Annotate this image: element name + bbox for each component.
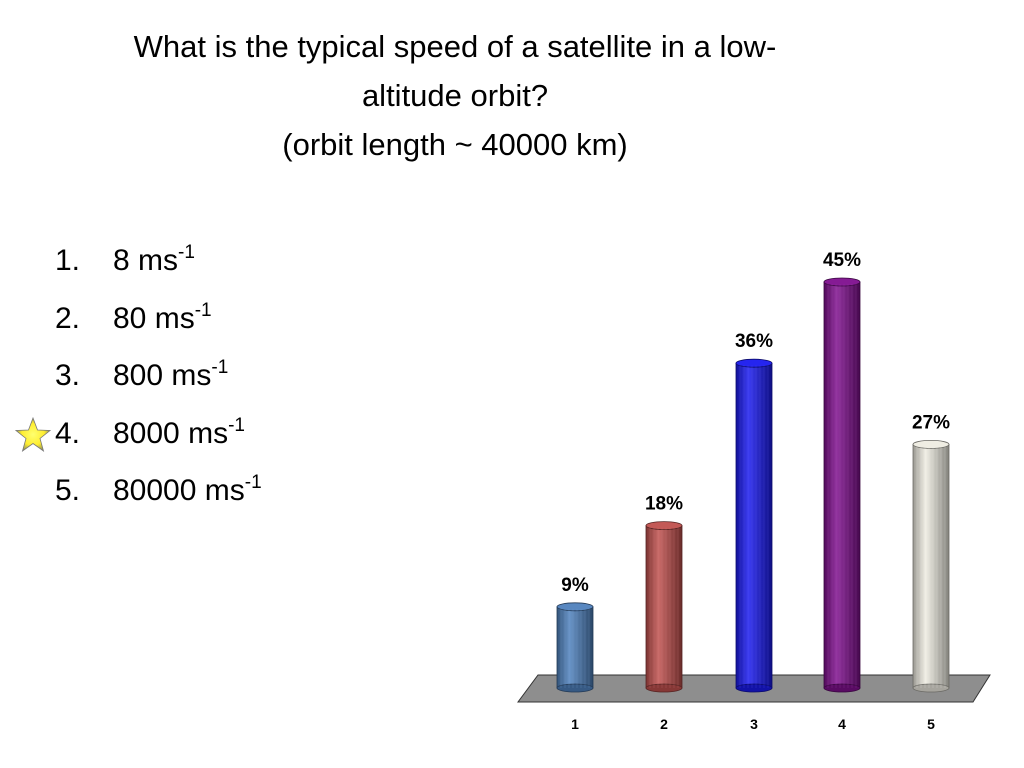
option-value: 80000 ms — [113, 474, 245, 507]
data-label-1: 9% — [561, 575, 589, 596]
answer-options-list: 1. 8 ms-1 2. 80 ms-1 3. 800 ms-1 4. 8000 ms-… — [15, 236, 262, 524]
slide-title: What is the typical speed of a satellite… — [40, 22, 870, 169]
option-number: 5. — [55, 474, 81, 507]
data-label-3: 36% — [735, 331, 773, 352]
answer-option-1: 1. 8 ms-1 — [55, 236, 262, 294]
chart-data-labels: 9% 18% 36% 45% 27% — [561, 250, 950, 596]
x-tick-label-4: 4 — [838, 716, 846, 732]
chart-x-tick-labels: 1 2 3 4 5 — [571, 716, 935, 732]
data-label-4: 45% — [823, 250, 861, 271]
option-number: 4. — [55, 416, 81, 450]
title-line-2: altitude orbit? — [361, 78, 549, 113]
x-tick-label-3: 3 — [750, 716, 758, 732]
answer-option-5: 5. 80000 ms-1 — [55, 466, 262, 524]
title-line-1: What is the typical speed of a satellite… — [133, 29, 777, 64]
x-tick-label-5: 5 — [927, 716, 935, 732]
x-tick-label-2: 2 — [660, 716, 668, 732]
option-number: 1. — [55, 244, 81, 277]
bar-4 — [823, 277, 861, 693]
option-value: 800 ms — [113, 359, 212, 392]
answer-option-3: 3. 800 ms-1 — [55, 351, 262, 409]
option-exponent: -1 — [228, 414, 245, 436]
option-number: 3. — [55, 359, 81, 392]
option-exponent: -1 — [244, 472, 262, 493]
option-exponent: -1 — [178, 242, 195, 263]
response-bar-chart: 9% 18% 36% 45% 27% 1 2 3 4 5 — [517, 250, 991, 732]
answer-option-4: 4. 8000 ms-1 — [15, 409, 262, 467]
x-tick-label-1: 1 — [571, 716, 579, 732]
answer-option-2: 2. 80 ms-1 — [55, 294, 262, 352]
option-number: 2. — [55, 301, 81, 335]
option-exponent: -1 — [194, 299, 212, 321]
option-value: 80 ms — [113, 301, 195, 335]
data-label-5: 27% — [912, 412, 950, 433]
option-value: 8 ms — [113, 244, 179, 277]
bar-3 — [735, 358, 773, 693]
bar-1 — [556, 602, 594, 693]
bar-5 — [912, 439, 950, 693]
option-exponent: -1 — [211, 357, 229, 378]
option-value: 8000 ms — [113, 416, 229, 450]
bar-2 — [645, 521, 683, 693]
data-label-2: 18% — [645, 494, 683, 515]
chart-bars — [556, 277, 950, 693]
star-icon — [15, 416, 51, 452]
title-line-3: (orbit length ~ 40000 km) — [282, 127, 628, 162]
